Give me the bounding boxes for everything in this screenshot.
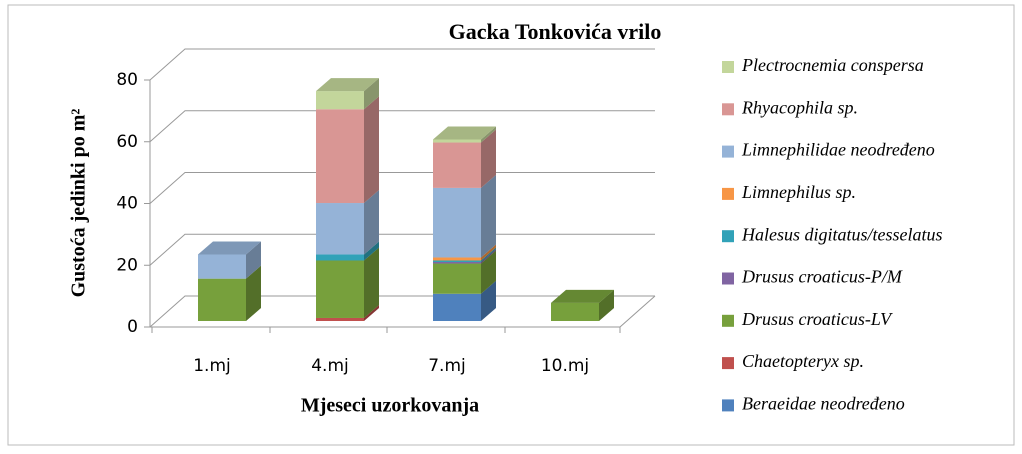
bar-side-shade [364,96,379,204]
y-tick-label: 0 [127,317,138,337]
legend-swatch [722,314,734,327]
bar-side-shade [246,265,261,321]
x-axis-label: Mjeseci uzorkovanja [301,395,479,417]
grid-line [149,295,655,328]
bar-side [364,247,379,318]
bar-side-shade [364,241,379,261]
legend-label: Drusus croaticus-LV [741,309,893,329]
y-tick-label: 40 [116,194,138,214]
legend-label: Beraeidae neodređeno [742,394,905,414]
grid-line [149,172,655,204]
bar-side [246,241,261,279]
bar-top [551,289,614,303]
bar-top [316,78,379,92]
bar-side-shade [481,280,496,321]
bar-segment [316,203,364,255]
bar-segment [433,187,481,258]
legend-label: Chaetopteryx sp. [742,351,864,371]
bar-side-shade [481,244,496,261]
bar-segment [433,293,481,321]
y-tick-label: 80 [116,70,138,90]
bar-segment [433,263,481,294]
bar-segment [316,260,364,318]
x-tick-label: 10.mj [541,356,589,376]
bar-side [364,78,379,110]
legend-swatch [722,187,734,200]
y-tick-label: 20 [116,255,138,275]
bar-side-shade [481,247,496,263]
bar-side [364,96,379,204]
x-tick-label: 4.mj [311,356,349,376]
bar-top [198,241,261,255]
bar-side [481,247,496,263]
legend-swatch [722,103,734,116]
bar-side-shade [364,304,379,321]
legend-label: Plectrocnemia conspersa [741,55,924,75]
legend-swatch [722,272,734,285]
bar-side [364,304,379,321]
bar-side [481,129,496,188]
chart-title: Gacka Tonkovića vrilo [449,19,662,44]
bar-top-shade [198,241,261,255]
bar-side [481,250,496,294]
bar-segment [198,278,246,321]
bar-side-shade [481,250,496,294]
bar-side-shade [364,247,379,318]
bar-side [481,244,496,261]
bar-side-shade [364,78,379,110]
legend-swatch [722,357,734,370]
legend-label: Halesus digitatus/tesselatus [741,224,943,244]
legend-label: Limnephilus sp. [741,182,856,202]
frame [7,4,1015,446]
bar-segment [433,260,481,263]
bar-segment [433,262,481,264]
bar-side [481,249,496,264]
y-tick-label: 60 [116,132,138,152]
bar-segment [433,142,481,188]
bar-side [481,174,496,258]
bar-top-shade [316,78,379,92]
bar-top-shade [551,289,614,303]
bar-segment [316,109,364,204]
bar-top [433,126,496,140]
bar-segment [316,317,364,321]
bar-side-shade [481,174,496,258]
bar-side [481,126,496,143]
legend-swatch [722,145,734,158]
legend-swatch [722,230,734,243]
bar-side-shade [481,126,496,143]
x-tick-label: 1.mj [193,356,231,376]
y-axis-label: Gustoća jedinki po m² [68,109,90,298]
bar-side-shade [481,129,496,188]
bar-side [364,190,379,255]
legend-label: Drusus croaticus-P/M [741,267,903,287]
bar-segment [316,91,364,110]
bar-side-shade [481,249,496,264]
bar-side [364,241,379,261]
legend-swatch [722,399,734,412]
bar-side-shade [364,190,379,255]
grid-line [149,48,655,81]
bar-top-shade [433,126,496,140]
bar-segment [316,254,364,261]
grid-line [149,110,655,143]
bar-side-shade [599,289,614,321]
bar-side [246,265,261,321]
bar-segment [551,302,599,321]
bar-side [481,280,496,321]
legend-label: Limnephilidae neodređeno [741,140,935,160]
legend-label: Rhyacophila sp. [741,97,858,117]
grid-line [149,233,655,266]
bar-segment [433,257,481,261]
x-tick-label: 7.mj [428,356,466,376]
bar-side [599,289,614,321]
legend-swatch [722,61,734,73]
bar-segment [433,139,481,143]
bar-segment [198,254,246,279]
bar-side-shade [246,241,261,279]
